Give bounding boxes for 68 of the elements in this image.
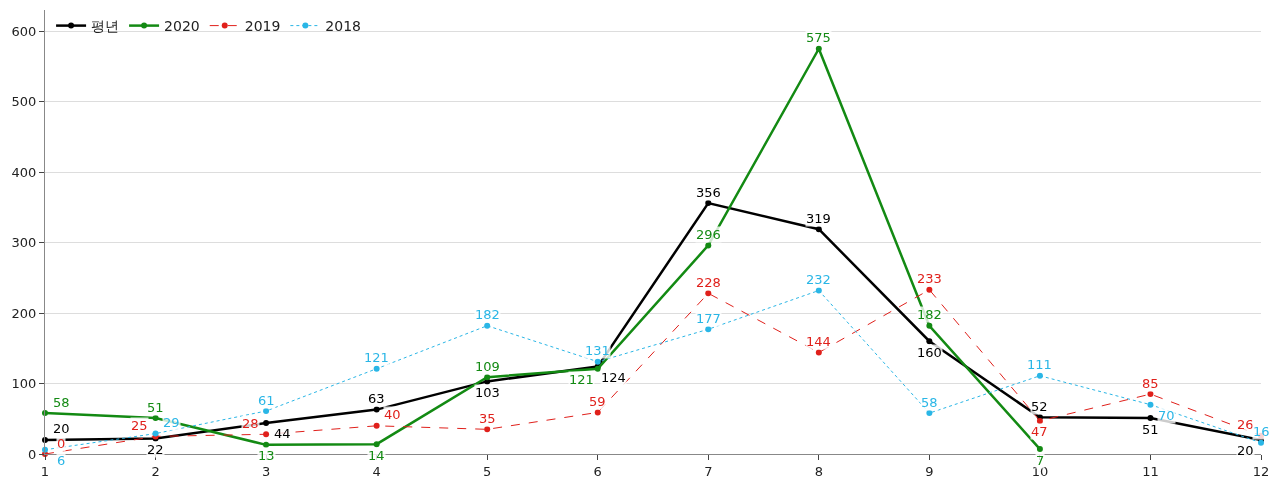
data-label: 40 [384,407,401,422]
data-label: 14 [368,448,385,463]
y-tick-label: 0 [28,446,37,462]
data-label: 25 [131,418,148,433]
data-label: 121 [569,372,594,387]
data-label: 58 [53,395,70,410]
data-label: 22 [147,442,164,457]
data-label: 144 [806,334,831,349]
x-tick-label: 9 [925,463,934,479]
data-label: 233 [917,271,942,286]
data-label: 61 [258,393,275,408]
legend-label: 2018 [325,18,361,35]
y-tick-label: 600 [11,23,37,39]
data-label: 70 [1158,408,1175,423]
data-label: 58 [921,395,938,410]
data-label: 7 [1036,453,1045,468]
x-tick-label: 1 [40,463,50,479]
data-label: 121 [364,350,389,365]
data-label: 296 [696,227,721,242]
x-tick-label: 3 [261,463,271,479]
data-label: 109 [475,359,500,374]
x-tick-label: 2 [151,463,160,479]
data-label: 20 [53,421,70,436]
data-label: 29 [163,415,180,430]
data-label: 111 [1027,357,1052,372]
legend-label: 평년 [91,18,120,35]
data-label: 28 [242,416,259,431]
data-label: 0 [57,436,66,451]
legend-label: 2019 [244,18,281,35]
y-tick-label: 300 [11,235,37,251]
data-label: 103 [475,385,500,400]
data-label: 228 [696,275,721,290]
data-label: 59 [589,394,606,409]
y-tick-label: 100 [11,376,37,392]
data-label: 177 [696,311,721,326]
legend-label: 2020 [164,18,200,35]
y-tick-label: 500 [11,94,37,110]
data-label: 232 [806,272,831,287]
y-tick-label: 200 [11,305,37,321]
data-label: 6 [57,453,66,468]
data-label: 35 [479,411,496,426]
x-tick-label: 12 [1252,463,1270,479]
data-label: 131 [585,343,610,358]
x-tick-label: 5 [483,463,492,479]
data-label: 85 [1142,376,1159,391]
data-label: 182 [917,307,942,322]
data-label: 51 [147,400,164,415]
x-tick-label: 7 [704,463,713,479]
data-label: 16 [1253,424,1270,439]
data-label: 26 [1237,417,1254,432]
data-label: 47 [1031,424,1048,439]
data-label: 356 [696,185,721,200]
x-tick-label: 6 [593,463,602,479]
data-label: 319 [806,211,831,226]
data-label: 575 [806,30,831,45]
data-label: 160 [917,345,942,360]
data-label: 124 [601,370,626,385]
x-tick-label: 4 [372,463,381,479]
data-label: 20 [1237,443,1254,458]
y-tick-label: 400 [11,164,37,180]
data-label: 13 [258,448,275,463]
data-label: 51 [1142,422,1159,437]
data-label: 52 [1031,399,1048,414]
data-label: 182 [475,307,500,322]
data-label: 63 [368,391,385,406]
x-tick-label: 8 [814,463,823,479]
x-tick-label: 11 [1142,463,1159,479]
data-label: 44 [274,426,291,441]
